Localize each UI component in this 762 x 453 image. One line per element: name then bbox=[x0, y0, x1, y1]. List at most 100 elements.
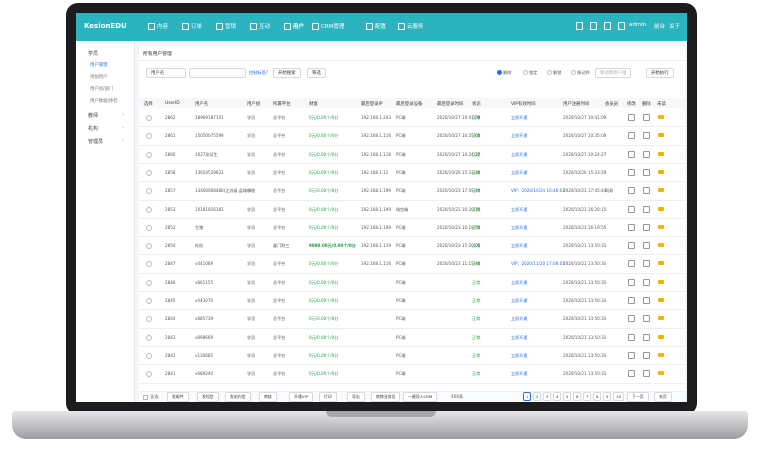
message-icon[interactable] bbox=[658, 224, 664, 229]
select-all-box[interactable] bbox=[143, 395, 148, 400]
edit-icon[interactable] bbox=[628, 333, 635, 341]
execute-button[interactable]: 开始执行 bbox=[646, 68, 674, 78]
side-item[interactable]: 用户管理 bbox=[90, 63, 108, 68]
last-button[interactable]: 末页 bbox=[654, 392, 672, 402]
page-button[interactable]: 6 bbox=[573, 392, 582, 401]
page-button[interactable]: 7 bbox=[583, 392, 592, 401]
nav-link[interactable]: 前台 bbox=[654, 24, 666, 30]
next-button[interactable]: 下一页 bbox=[627, 392, 649, 402]
nav-item[interactable]: 用户 bbox=[293, 24, 305, 30]
nav-item[interactable]: 营销 bbox=[225, 24, 237, 30]
delete-icon[interactable] bbox=[643, 351, 650, 359]
side-group[interactable]: 学员 bbox=[88, 51, 99, 57]
radio-label[interactable]: 移动到 bbox=[577, 70, 590, 75]
row-checkbox[interactable] bbox=[146, 188, 152, 195]
edit-icon[interactable] bbox=[628, 132, 635, 140]
nav-link[interactable]: 关于 bbox=[669, 24, 681, 30]
radio[interactable] bbox=[571, 70, 576, 75]
message-icon[interactable] bbox=[658, 279, 664, 284]
delete-icon[interactable] bbox=[643, 242, 650, 250]
side-item[interactable]: 用户组/部门 bbox=[90, 87, 114, 92]
radio[interactable] bbox=[497, 70, 502, 75]
action-button[interactable]: 发短信 bbox=[197, 392, 219, 402]
message-icon[interactable] bbox=[658, 243, 664, 248]
message-icon[interactable] bbox=[658, 298, 664, 302]
nav-user[interactable]: admin bbox=[629, 22, 647, 28]
page-button[interactable]: 5 bbox=[563, 392, 572, 401]
message-icon[interactable] bbox=[658, 352, 664, 357]
action-button[interactable]: 一键导入CRM bbox=[403, 392, 438, 402]
action-button[interactable]: 打印 bbox=[319, 392, 337, 402]
side-group[interactable]: 管理员 bbox=[88, 139, 104, 145]
edit-icon[interactable] bbox=[628, 205, 635, 213]
row-checkbox[interactable] bbox=[146, 243, 152, 250]
nav-item[interactable]: 订单 bbox=[191, 24, 203, 30]
row-checkbox[interactable] bbox=[146, 206, 152, 213]
nav-item[interactable]: 配置 bbox=[375, 24, 387, 30]
radio-label[interactable]: 删除 bbox=[503, 70, 512, 75]
side-item[interactable]: 用户数据/体检 bbox=[90, 99, 118, 104]
action-button[interactable]: 开通VIP bbox=[289, 392, 313, 402]
edit-icon[interactable] bbox=[628, 150, 635, 158]
delete-icon[interactable] bbox=[643, 315, 650, 323]
delete-icon[interactable] bbox=[643, 168, 650, 176]
nav-item[interactable]: 云服务 bbox=[407, 24, 424, 30]
delete-icon[interactable] bbox=[643, 150, 650, 158]
delete-icon[interactable] bbox=[643, 260, 650, 268]
edit-icon[interactable] bbox=[628, 370, 635, 378]
page-button[interactable]: 4 bbox=[553, 392, 562, 401]
action-button[interactable]: 导出 bbox=[347, 392, 365, 402]
side-group[interactable]: 机构 bbox=[88, 126, 99, 132]
row-checkbox[interactable] bbox=[146, 224, 152, 231]
side-item[interactable]: 添加用户 bbox=[90, 75, 108, 80]
action-button[interactable]: 审核 bbox=[259, 392, 277, 402]
edit-icon[interactable] bbox=[628, 168, 635, 176]
action-button[interactable]: 发站内信 bbox=[225, 392, 251, 402]
nav-item[interactable]: 互动 bbox=[259, 24, 271, 30]
message-icon[interactable] bbox=[658, 334, 664, 339]
row-checkbox[interactable] bbox=[146, 334, 152, 341]
message-icon[interactable] bbox=[658, 206, 664, 211]
message-icon[interactable] bbox=[658, 115, 664, 119]
edit-icon[interactable] bbox=[628, 187, 635, 195]
filter-select[interactable]: 用户名 bbox=[146, 68, 186, 78]
delete-icon[interactable] bbox=[643, 114, 650, 121]
page-button[interactable]: 1 bbox=[523, 392, 532, 401]
row-checkbox[interactable] bbox=[146, 298, 152, 304]
row-checkbox[interactable] bbox=[146, 261, 152, 268]
action-button[interactable]: 转移业务员 bbox=[371, 392, 401, 402]
delete-icon[interactable] bbox=[643, 370, 650, 378]
row-checkbox[interactable] bbox=[146, 316, 152, 323]
message-icon[interactable] bbox=[658, 169, 664, 174]
edit-icon[interactable] bbox=[628, 242, 635, 250]
edit-icon[interactable] bbox=[628, 351, 635, 359]
delete-icon[interactable] bbox=[643, 223, 650, 231]
message-icon[interactable] bbox=[658, 188, 664, 193]
row-checkbox[interactable] bbox=[146, 115, 152, 121]
search-button[interactable]: 开始搜索 bbox=[273, 68, 301, 78]
radio[interactable] bbox=[547, 70, 552, 75]
page-button[interactable]: 10 bbox=[613, 392, 624, 401]
edit-icon[interactable] bbox=[628, 315, 635, 323]
delete-icon[interactable] bbox=[643, 297, 650, 304]
edit-icon[interactable] bbox=[628, 114, 635, 121]
message-icon[interactable] bbox=[658, 151, 664, 156]
edit-icon[interactable] bbox=[628, 297, 635, 304]
radio[interactable] bbox=[523, 70, 528, 75]
page-button[interactable]: 8 bbox=[593, 392, 602, 401]
message-icon[interactable] bbox=[658, 316, 664, 321]
nav-item[interactable]: CRM管理 bbox=[321, 24, 345, 30]
delete-icon[interactable] bbox=[643, 187, 650, 195]
delete-icon[interactable] bbox=[643, 278, 650, 286]
tag-link[interactable]: 控制标签? bbox=[249, 70, 268, 75]
edit-icon[interactable] bbox=[628, 260, 635, 268]
row-checkbox[interactable] bbox=[146, 352, 152, 359]
radio-label[interactable]: 锁定 bbox=[529, 70, 538, 75]
edit-icon[interactable] bbox=[628, 278, 635, 286]
row-checkbox[interactable] bbox=[146, 279, 152, 286]
delete-icon[interactable] bbox=[643, 205, 650, 213]
move-select[interactable]: 移动到用户组 bbox=[595, 68, 632, 78]
row-checkbox[interactable] bbox=[146, 151, 152, 158]
page-button[interactable]: 2 bbox=[533, 392, 542, 401]
side-group[interactable]: 教师 bbox=[88, 113, 99, 119]
